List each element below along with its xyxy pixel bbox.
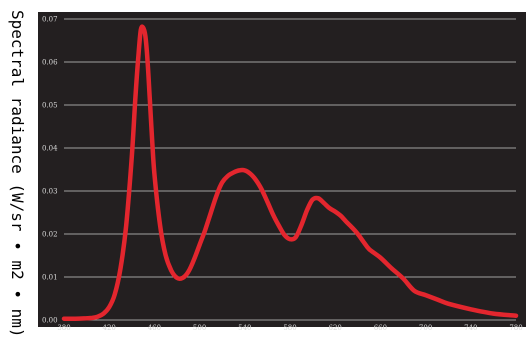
x-tick-label: 740 [464, 324, 477, 332]
plot-background [38, 12, 526, 327]
x-tick-label: 660 [374, 324, 387, 332]
x-tick-label: 540 [238, 324, 251, 332]
y-tick-label: 0.07 [42, 16, 58, 24]
x-tick-label: 580 [283, 324, 296, 332]
spectrum-line [61, 24, 519, 321]
y-axis-label: Spectral radiance (W/sr • m2 • nm) [8, 10, 27, 338]
series-lines [61, 24, 519, 321]
x-tick-label: 460 [148, 324, 161, 332]
y-tick-label: 0.00 [42, 317, 58, 325]
y-tick-label: 0.02 [42, 231, 58, 239]
x-tick-label: 700 [419, 324, 432, 332]
y-tick-label: 0.03 [42, 188, 58, 196]
x-tick-label: 500 [193, 324, 206, 332]
y-tick-label: 0.06 [42, 59, 58, 67]
x-tick-label: 620 [329, 324, 342, 332]
y-tick-label: 0.01 [42, 274, 58, 282]
x-tick-label: 780 [509, 324, 522, 332]
x-tick-label: 380 [57, 324, 70, 332]
y-tick-label: 0.05 [42, 102, 58, 110]
y-tick-label: 0.04 [42, 145, 58, 153]
x-tick-label: 420 [103, 324, 116, 332]
y-tick-labels: 0.00 0.01 0.02 0.03 0.04 0.05 0.06 0.07 [42, 16, 58, 325]
x-tick-labels: 380 420 460 500 540 580 620 660 700 740 780 [57, 324, 522, 332]
